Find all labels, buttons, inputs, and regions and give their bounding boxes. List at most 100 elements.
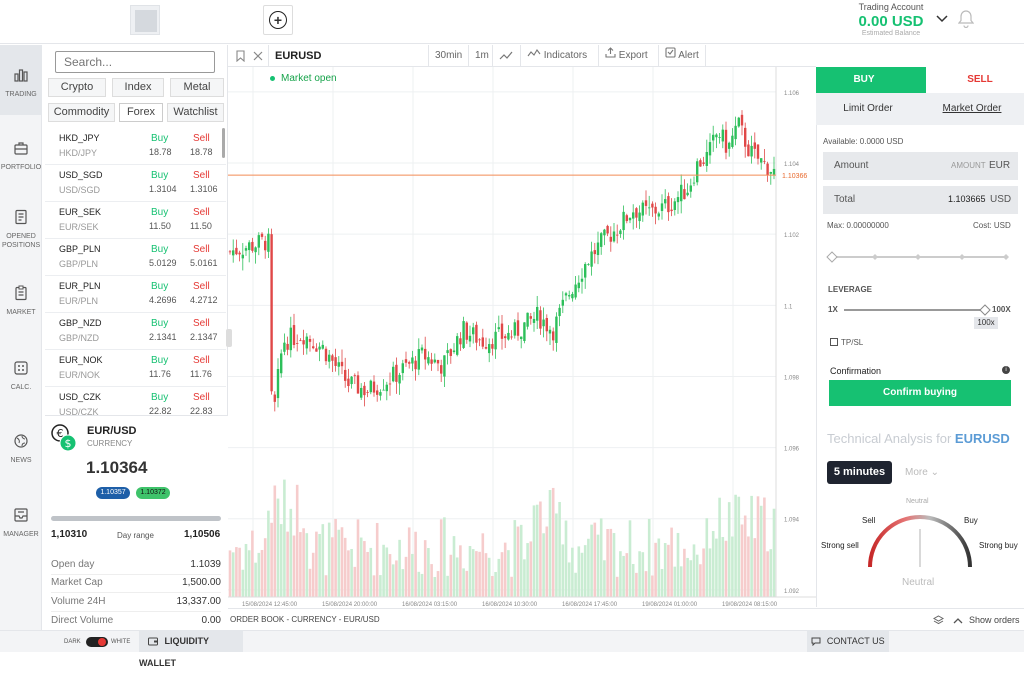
volume-bar — [497, 558, 501, 597]
bookmark-icon[interactable] — [236, 50, 245, 62]
sell-link[interactable]: Sell — [193, 392, 210, 403]
volume-bar — [539, 501, 542, 597]
buy-price: 18.78 — [149, 147, 172, 157]
instrument-detail: € $ EUR/USD CURRENCY 1.10364 1.10357 1.1… — [45, 415, 228, 631]
buy-link[interactable]: Buy — [151, 392, 169, 403]
show-orders-toggle[interactable]: Show orders — [969, 615, 1020, 625]
order-book-title[interactable]: ORDER BOOK - CURRENCY - EUR/USD — [230, 615, 380, 624]
candle-body — [510, 336, 513, 338]
close-icon[interactable] — [253, 51, 263, 61]
candle-body — [718, 137, 721, 138]
market-row[interactable]: EUR_NOK EUR/NOK Buy 11.76 Sell 11.76 — [45, 350, 226, 387]
volume-bar — [343, 537, 347, 597]
ta-interval-button[interactable]: 5 minutes — [827, 461, 892, 484]
sell-link[interactable]: Sell — [193, 355, 210, 366]
pair-name: EUR/NOK — [59, 370, 101, 380]
tpsl-checkbox[interactable] — [830, 338, 838, 346]
market-row[interactable]: GBP_NZD GBP/NZD Buy 2.1341 Sell 2.1347 — [45, 313, 226, 350]
market-row[interactable]: EUR_SEK EUR/SEK Buy 11.50 Sell 11.50 — [45, 202, 226, 239]
sell-tab[interactable]: SELL — [926, 67, 1024, 93]
account-summary[interactable]: Trading Account 0.00 USD Estimated Balan… — [836, 2, 946, 37]
nav-portfolio[interactable]: PORTFOLIO — [0, 118, 42, 188]
market-order-tab[interactable]: Market Order — [920, 93, 1024, 125]
sell-link[interactable]: Sell — [193, 170, 210, 181]
sell-link[interactable]: Sell — [193, 244, 210, 255]
export-button[interactable]: Export — [598, 45, 654, 67]
candle-body — [491, 344, 494, 349]
candle-body — [404, 359, 408, 363]
category-metal[interactable]: Metal — [170, 78, 224, 97]
alert-button[interactable]: Alert — [658, 45, 706, 67]
ta-more-dropdown[interactable]: More ⌄ — [905, 467, 939, 478]
amount-slider[interactable] — [824, 248, 1014, 266]
nav-calc[interactable]: CALC. — [0, 340, 42, 410]
category-commodity[interactable]: Commodity — [48, 103, 115, 122]
candle-body — [376, 390, 379, 395]
market-row[interactable]: USD_CZK USD/CZK Buy 22.82 Sell 22.83 — [45, 387, 226, 415]
theme-toggle[interactable] — [86, 637, 108, 647]
buy-price: 11.76 — [149, 369, 171, 379]
logo[interactable] — [130, 5, 160, 35]
category-index[interactable]: Index — [112, 78, 164, 97]
nav-news[interactable]: NEWS — [0, 413, 42, 483]
stat-label: Volume 24H — [51, 596, 106, 607]
confirm-buying-button[interactable]: Confirm buying — [829, 380, 1011, 406]
buy-link[interactable]: Buy — [151, 133, 169, 144]
buy-link[interactable]: Buy — [151, 207, 169, 218]
candlestick-chart[interactable]: 1.106 1.104 1.102 1.1 1.098 1.096 1.094 1.092 15… — [228, 67, 816, 608]
nav-trading[interactable]: TRADING — [0, 45, 42, 115]
market-row[interactable]: HKD_JPY HKD/JPY Buy 18.78 Sell 18.78 — [45, 128, 226, 165]
sell-link[interactable]: Sell — [193, 207, 210, 218]
volume-bar — [318, 533, 321, 597]
category-crypto[interactable]: Crypto — [48, 78, 106, 97]
amount-field[interactable]: Amount AMOUNT EUR — [823, 152, 1018, 180]
volume-bar — [430, 564, 433, 597]
nav-market[interactable]: MARKET — [0, 267, 42, 337]
market-list-scrollbar[interactable] — [222, 128, 225, 158]
sell-link[interactable]: Sell — [193, 281, 210, 292]
price-chart[interactable]: 1.106 1.104 1.102 1.1 1.098 1.096 1.094 1.092 15… — [226, 67, 816, 608]
search-input[interactable] — [55, 51, 215, 73]
buy-link[interactable]: Buy — [151, 318, 169, 329]
category-forex[interactable]: Forex — [119, 103, 163, 122]
collapse-handle[interactable] — [226, 329, 232, 347]
chart-symbol[interactable]: EURUSD — [268, 45, 327, 67]
nav-manager[interactable]: MANAGER — [0, 487, 42, 557]
buy-link[interactable]: Buy — [151, 355, 169, 366]
contact-us-button[interactable]: CONTACT US — [807, 630, 889, 652]
buy-link[interactable]: Buy — [151, 281, 169, 292]
bell-icon[interactable] — [958, 10, 974, 28]
candle-body — [424, 348, 427, 360]
market-row[interactable]: GBP_PLN GBP/PLN Buy 5.0129 Sell 5.0161 — [45, 239, 226, 276]
buy-link[interactable]: Buy — [151, 170, 169, 181]
chevron-down-icon[interactable] — [936, 12, 948, 26]
volume-bar — [353, 566, 357, 597]
volume-bar — [292, 535, 296, 597]
volume-bar — [247, 550, 251, 597]
sell-link[interactable]: Sell — [193, 133, 210, 144]
market-row[interactable]: EUR_PLN EUR/PLN Buy 4.2696 Sell 4.2712 — [45, 276, 226, 313]
buy-tab[interactable]: BUY — [816, 67, 926, 93]
market-row[interactable]: USD_SGD USD/SGD Buy 1.3104 Sell 1.3106 — [45, 165, 226, 202]
buy-price: 2.1341 — [149, 332, 177, 342]
info-icon[interactable]: i — [1002, 366, 1010, 374]
volume-bar — [558, 501, 561, 597]
volume-bar — [529, 541, 533, 597]
buy-link[interactable]: Buy — [151, 244, 169, 255]
nav-opened-positions[interactable]: OPENED POSITIONS — [0, 191, 42, 261]
chevron-up-icon[interactable] — [953, 617, 963, 624]
layers-icon[interactable] — [933, 615, 944, 626]
indicators-button[interactable]: Indicators — [520, 45, 593, 67]
category-watchlist[interactable]: Watchlist — [167, 103, 224, 122]
range-button[interactable]: 1m — [468, 45, 495, 67]
interval-button[interactable]: 30min — [428, 45, 468, 67]
leverage-value: 100x — [974, 317, 998, 329]
chart-type-button[interactable] — [492, 45, 520, 67]
day-range-bar — [51, 516, 221, 521]
add-button[interactable]: + — [263, 5, 293, 35]
limit-order-tab[interactable]: Limit Order — [816, 93, 920, 125]
leverage-slider[interactable] — [842, 302, 992, 318]
sell-link[interactable]: Sell — [193, 318, 210, 329]
svg-text:$: $ — [65, 437, 72, 450]
liquidity-wallet-button[interactable]: LIQUIDITY WALLET — [139, 630, 243, 668]
